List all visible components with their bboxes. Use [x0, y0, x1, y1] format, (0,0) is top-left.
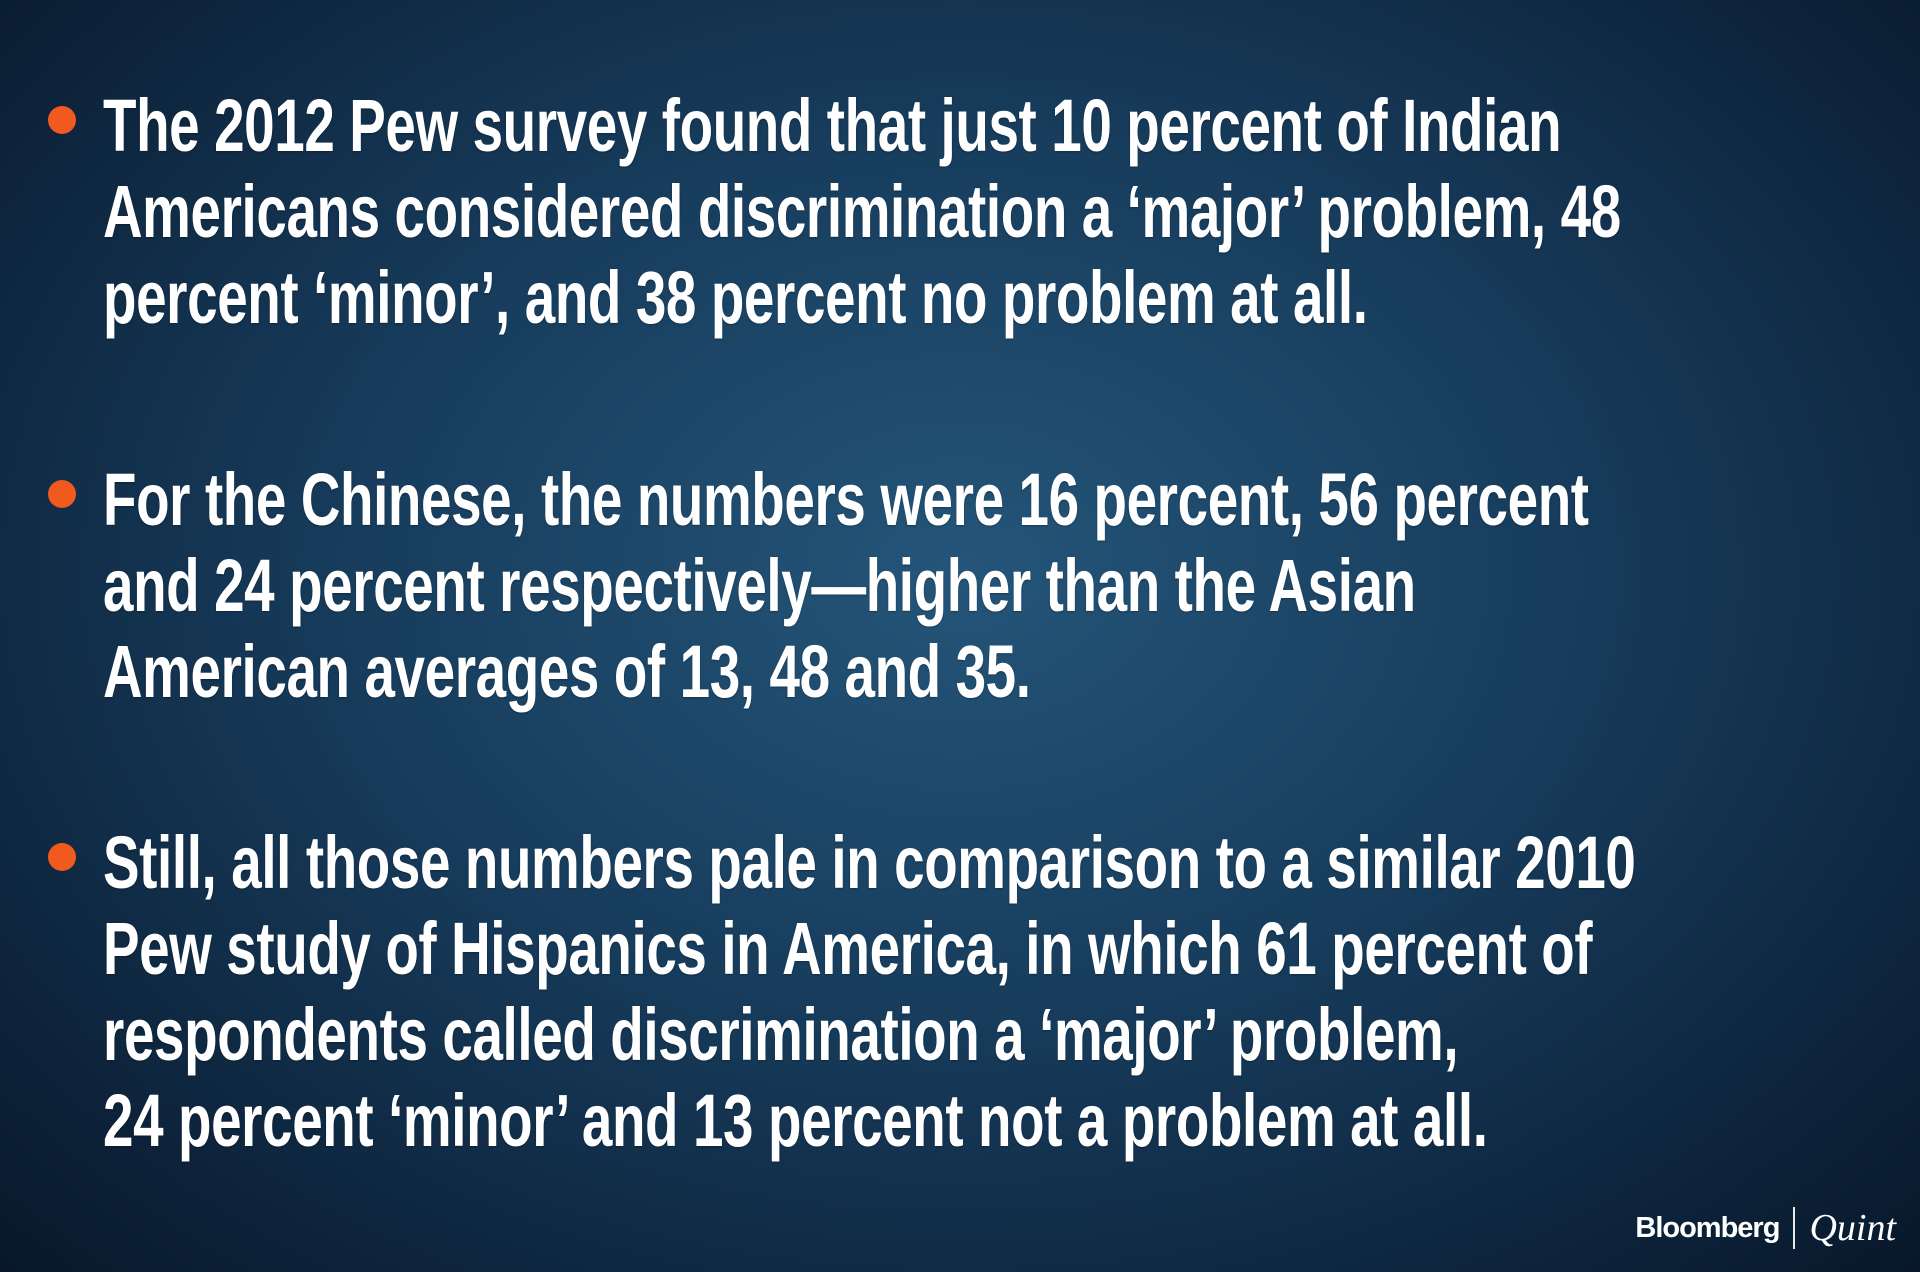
bullet-dot: [48, 106, 76, 134]
logo-separator: [1793, 1207, 1796, 1249]
bullet-text-line: Still, all those numbers pale in compari…: [103, 821, 1636, 904]
logo-brand: Bloomberg: [1635, 1211, 1780, 1244]
logo: Bloomberg Quint: [1635, 1206, 1896, 1250]
bullet-text-line: Americans considered discrimination a ‘m…: [103, 170, 1621, 253]
bullet-text-line: and 24 percent respectively—higher than …: [103, 544, 1416, 627]
bullet-dot: [48, 843, 76, 871]
bullet-text-line: percent ‘minor’, and 38 percent no probl…: [103, 256, 1368, 339]
bullet-text-line: American averages of 13, 48 and 35.: [103, 630, 1031, 713]
bullet-text-line: Pew study of Hispanics in America, in wh…: [103, 907, 1593, 990]
bullet-text-line: For the Chinese, the numbers were 16 per…: [103, 458, 1589, 541]
logo-product: Quint: [1809, 1207, 1896, 1249]
bullet-text-line: 24 percent ‘minor’ and 13 percent not a …: [103, 1079, 1488, 1162]
bullet-dot: [48, 480, 76, 508]
bullet-text-line: respondents called discrimination a ‘maj…: [103, 993, 1459, 1076]
bullet-text-line: The 2012 Pew survey found that just 10 p…: [103, 84, 1562, 167]
